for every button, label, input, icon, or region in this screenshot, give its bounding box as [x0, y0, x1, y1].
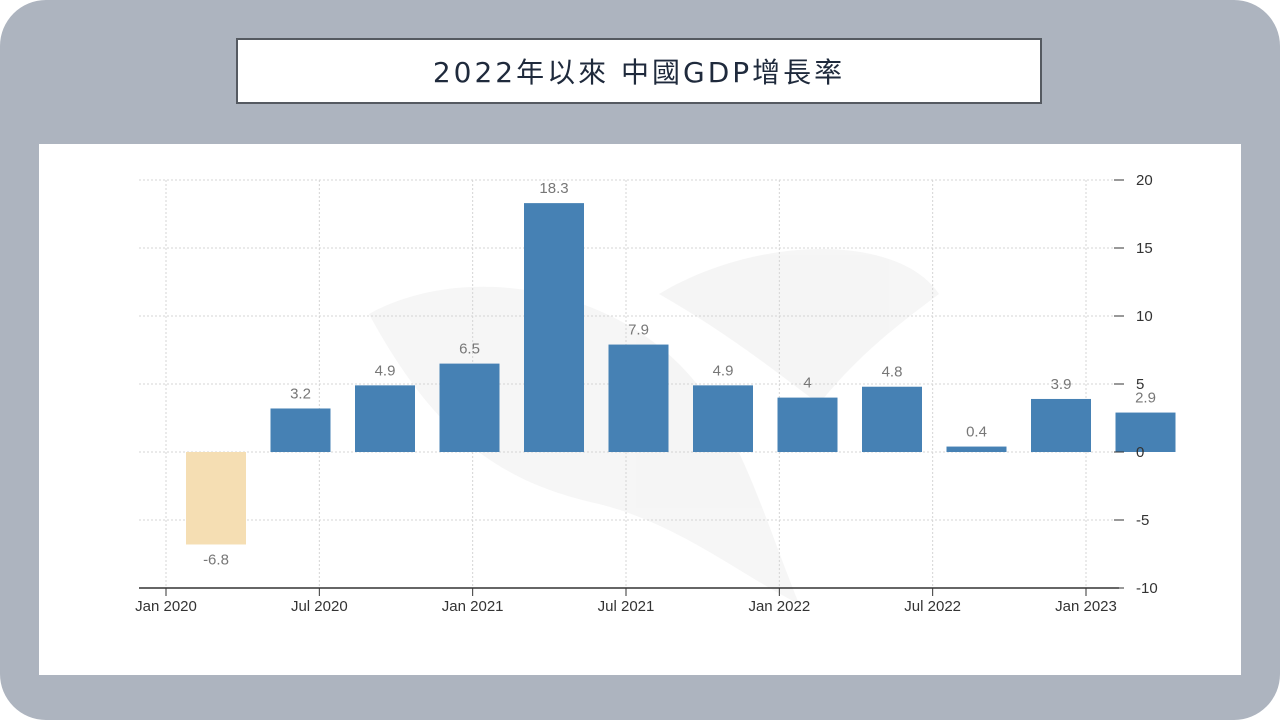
- bar[interactable]: [524, 203, 584, 452]
- bars: [186, 203, 1176, 545]
- bar-value-label: 4.8: [882, 364, 903, 381]
- chart-title: 2022年以來 中國GDP增長率: [432, 56, 846, 89]
- bar[interactable]: [693, 385, 753, 452]
- x-axis-ticks: Jan 2020 Jul 2020 Jan 2021 Jul 2021 Jan 2022…: [135, 588, 1117, 615]
- y-tick-label: 15: [1136, 240, 1153, 257]
- x-tick-label: Jul 2020: [291, 598, 348, 615]
- y-tick-label: 20: [1136, 172, 1153, 189]
- y-tick-label: -5: [1136, 512, 1149, 529]
- bar-value-label: 4.9: [713, 362, 734, 379]
- bar[interactable]: [1115, 412, 1176, 452]
- x-tick-label: Jan 2020: [135, 598, 197, 615]
- x-tick-label: Jan 2022: [748, 598, 810, 615]
- bar[interactable]: [946, 446, 1007, 452]
- bar-value-label: 7.9: [628, 322, 649, 339]
- chart-panel: -6.8 3.2 4.9 6.5 18.3 7.9 4.9 4 4.8 0.4 3.9 2.9 20 1…: [39, 144, 1241, 675]
- x-tick-label: Jul 2021: [598, 598, 655, 615]
- bar-value-label: 4: [803, 375, 811, 392]
- bar[interactable]: [862, 386, 922, 452]
- bar-chart: -6.8 3.2 4.9 6.5 18.3 7.9 4.9 4 4.8 0.4 3.9 2.9 20 1…: [135, 172, 1176, 615]
- bar[interactable]: [439, 363, 500, 452]
- bar-value-label: 18.3: [539, 180, 568, 197]
- bar-value-label: 4.9: [375, 362, 396, 379]
- bar[interactable]: [608, 344, 669, 452]
- bar-value-label: 6.5: [459, 341, 480, 358]
- bar-value-label: 3.9: [1051, 376, 1072, 393]
- x-tick-label: Jan 2023: [1055, 598, 1117, 615]
- y-tick-label: 5: [1136, 376, 1144, 393]
- title-box: 2022年以來 中國GDP增長率: [236, 38, 1042, 104]
- bar-value-label: 3.2: [290, 385, 311, 402]
- bar-value-label: 0.4: [966, 424, 987, 441]
- y-tick-label: 0: [1136, 444, 1144, 461]
- x-tick-label: Jan 2021: [442, 598, 504, 615]
- y-axis-ticks: 20 15 10 5 0 -5 -10: [1114, 172, 1158, 597]
- bar[interactable]: [186, 452, 246, 545]
- x-tick-label: Jul 2022: [904, 598, 961, 615]
- y-tick-label: -10: [1136, 580, 1158, 597]
- data-labels: -6.8 3.2 4.9 6.5 18.3 7.9 4.9 4 4.8 0.4 3.9 2.9: [203, 180, 1156, 568]
- bar[interactable]: [270, 408, 331, 452]
- y-tick-label: 10: [1136, 308, 1153, 325]
- bar[interactable]: [777, 397, 838, 452]
- bar-value-label: 2.9: [1135, 390, 1156, 407]
- bar[interactable]: [355, 385, 415, 452]
- bar-value-label: -6.8: [203, 551, 229, 568]
- bar[interactable]: [1031, 398, 1091, 452]
